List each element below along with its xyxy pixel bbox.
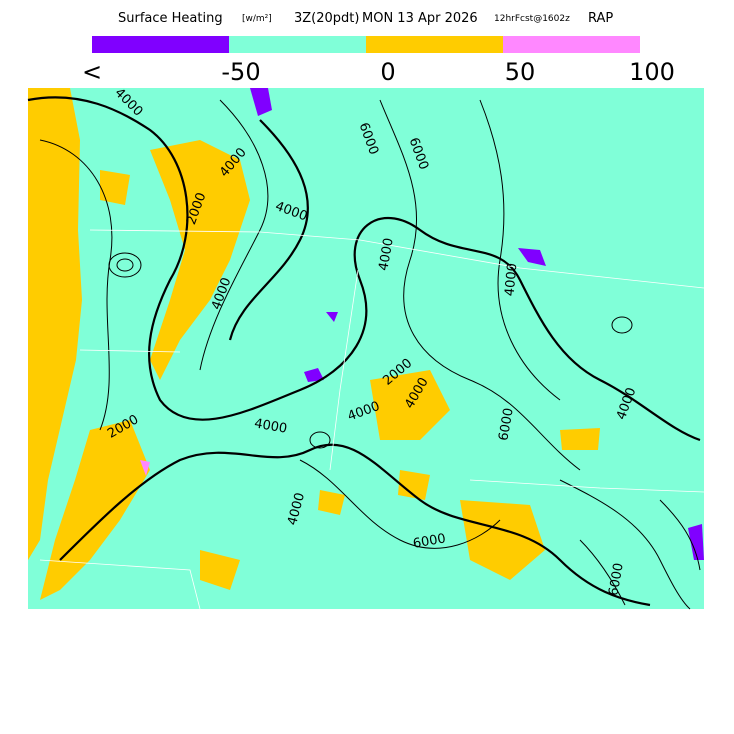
- legend-label: 100: [629, 58, 675, 86]
- warm-areas: [28, 88, 600, 600]
- title-time: 3Z(20pdt): [294, 11, 359, 26]
- contour-label: 6000: [412, 531, 447, 552]
- legend-swatch: [229, 36, 366, 53]
- legend-label: -50: [221, 58, 260, 86]
- legend-label: 50: [505, 58, 536, 86]
- map: 4000400040004000400040004000400040004000…: [27, 86, 705, 610]
- legend-swatch: [366, 36, 503, 53]
- title-main: Surface Heating: [118, 11, 223, 26]
- legend-label: 0: [380, 58, 395, 86]
- contour-label: 4000: [253, 416, 288, 437]
- title-model: RAP: [588, 11, 613, 26]
- contour-label: 6000: [496, 407, 517, 442]
- contours: [27, 96, 701, 610]
- title-date: MON 13 Apr 2026: [362, 11, 478, 26]
- cold-areas: [250, 88, 704, 560]
- legend-swatch: [92, 36, 229, 53]
- contour-label: 6000: [606, 562, 627, 597]
- map-background: [28, 88, 704, 609]
- contour-label: 4000: [503, 263, 521, 297]
- title: Surface Heating [w/m²] 3Z(20pdt) MON 13 …: [118, 11, 613, 26]
- contour-label: 4000: [376, 237, 397, 272]
- title-forecast: 12hrFcst@1602z: [494, 14, 570, 24]
- legend-swatch: [503, 36, 640, 53]
- legend-label: <: [82, 58, 102, 86]
- title-units: [w/m²]: [242, 14, 272, 24]
- boundaries: [39, 229, 705, 610]
- hot-areas: [140, 460, 150, 476]
- legend: < -50 0 50 100: [82, 36, 675, 86]
